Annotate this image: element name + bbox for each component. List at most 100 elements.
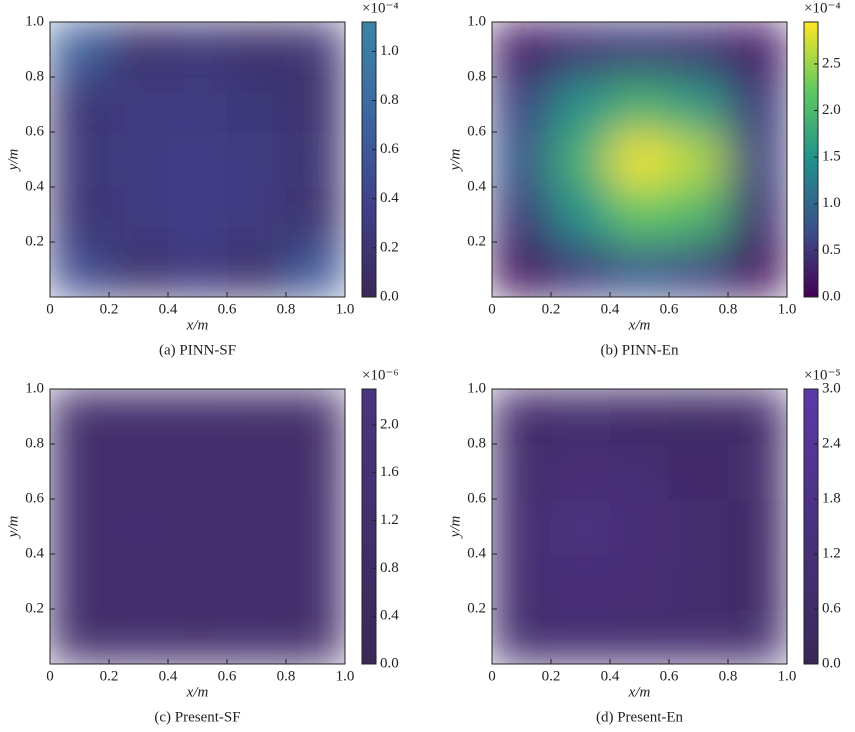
y-tick-label: 0.4: [467, 178, 486, 194]
colorbar: [803, 388, 819, 665]
heatmap-cell: [167, 241, 228, 297]
heatmap-cell: [668, 22, 729, 78]
heatmap-cell: [167, 22, 228, 78]
x-tick-label: 0.6: [660, 301, 679, 317]
heatmap-cell: [108, 76, 169, 133]
y-axis-label: y/m: [447, 516, 463, 540]
colorbar-tick-label: 0.0: [822, 655, 841, 671]
x-tick-label: 0.6: [660, 668, 679, 684]
x-tick-label: 0: [488, 301, 496, 317]
heatmap-cell: [285, 389, 345, 445]
colorbar-tick-label: 0.0: [380, 655, 399, 671]
heatmap-cell: [492, 389, 552, 445]
x-tick-label: 0.4: [159, 301, 178, 317]
y-tick-label: 0.8: [467, 68, 486, 84]
x-tick-label: 0: [488, 668, 496, 684]
heatmap-cell: [167, 389, 228, 445]
heatmap-cell: [668, 498, 729, 555]
heatmap-cell: [727, 241, 787, 297]
heatmap: [50, 389, 345, 664]
heatmap-cell: [727, 76, 787, 133]
heatmap-cell: [226, 443, 287, 500]
x-tick-label: 0.8: [719, 668, 738, 684]
heatmap-field: [50, 389, 345, 664]
heatmap-cell: [167, 131, 228, 188]
y-tick-label: 0.8: [25, 68, 44, 84]
heatmap-cell: [727, 389, 787, 445]
x-tick-label: 0.2: [542, 301, 561, 317]
heatmap-cell: [226, 389, 287, 445]
x-tick-label: 0.6: [218, 668, 237, 684]
x-axis-label: x/m: [628, 317, 651, 333]
heatmap-cell: [609, 131, 670, 188]
heatmap-field: [492, 389, 787, 664]
heatmap-cell: [167, 443, 228, 500]
heatmap-cell: [108, 389, 169, 445]
heatmap-cell: [50, 608, 110, 664]
heatmap-cell: [668, 553, 729, 610]
heatmap-cell: [108, 241, 169, 297]
colorbar-label: ×10⁻⁶: [362, 367, 399, 383]
colorbar-tick-label: 1.6: [380, 464, 399, 480]
x-tick-label: 0.8: [277, 668, 296, 684]
y-tick-label: 0.4: [467, 545, 486, 561]
colorbar-tick-label: 2.5: [822, 55, 841, 71]
heatmap-cell: [609, 498, 670, 555]
heatmap-cell: [285, 76, 345, 133]
heatmap-cell: [609, 76, 670, 133]
heatmap-cell: [226, 131, 287, 188]
heatmap: [492, 389, 787, 664]
y-tick-label: 0.2: [25, 600, 44, 616]
x-axis-label: x/m: [628, 684, 651, 700]
colorbar-tick-label: 1.5: [822, 149, 841, 165]
x-tick-label: 0.2: [100, 301, 119, 317]
colorbar-tick-label: 1.0: [380, 43, 399, 59]
heatmap-cell: [727, 186, 787, 243]
x-tick-label: 0: [46, 301, 54, 317]
x-tick-label: 1.0: [778, 668, 797, 684]
heatmap-cell: [550, 608, 611, 664]
heatmap-cell: [492, 22, 552, 78]
heatmap-cell: [167, 498, 228, 555]
heatmap-cell: [492, 498, 552, 555]
heatmap-cell: [727, 498, 787, 555]
y-tick-label: 1.0: [25, 380, 44, 396]
y-tick-label: 0.4: [25, 545, 44, 561]
heatmap-cell: [285, 498, 345, 555]
colorbar-tick-label: 1.2: [380, 512, 399, 528]
x-tick-label: 1.0: [336, 301, 355, 317]
heatmap-cell: [285, 241, 345, 297]
caption: (c) Present-SF: [154, 709, 240, 725]
x-axis-label: x/m: [186, 317, 209, 333]
caption: (a) PINN-SF: [159, 342, 236, 358]
heatmap-cell: [668, 131, 729, 188]
heatmap-cell: [609, 443, 670, 500]
x-tick-label: 0.4: [159, 668, 178, 684]
heatmap-cell: [492, 443, 552, 500]
y-tick-label: 0.6: [25, 490, 44, 506]
heatmap-cell: [550, 389, 611, 445]
heatmap-cell: [50, 389, 110, 445]
heatmap-cell: [550, 186, 611, 243]
heatmap-cell: [727, 553, 787, 610]
colorbar-tick-label: 0.0: [380, 288, 399, 304]
heatmap-cell: [50, 131, 110, 188]
heatmap-cell: [226, 241, 287, 297]
colorbar-tick-label: 0.2: [380, 239, 399, 255]
y-tick-label: 0.6: [467, 123, 486, 139]
heatmap-cell: [226, 22, 287, 78]
y-tick-label: 0.6: [467, 490, 486, 506]
x-tick-label: 0.6: [218, 301, 237, 317]
colorbar-tick-label: 0.5: [822, 242, 841, 258]
plot-frame: [491, 21, 788, 298]
y-axis-label: y/m: [447, 149, 463, 173]
heatmap-cell: [727, 443, 787, 500]
caption: (b) PINN-En: [601, 342, 679, 358]
colorbar-tick-label: 1.2: [822, 545, 841, 561]
heatmap-cell: [226, 608, 287, 664]
y-tick-label: 1.0: [25, 13, 44, 29]
heatmap-cell: [50, 76, 110, 133]
heatmap-cell: [668, 76, 729, 133]
x-tick-label: 1.0: [336, 668, 355, 684]
x-tick-label: 0.4: [601, 301, 620, 317]
